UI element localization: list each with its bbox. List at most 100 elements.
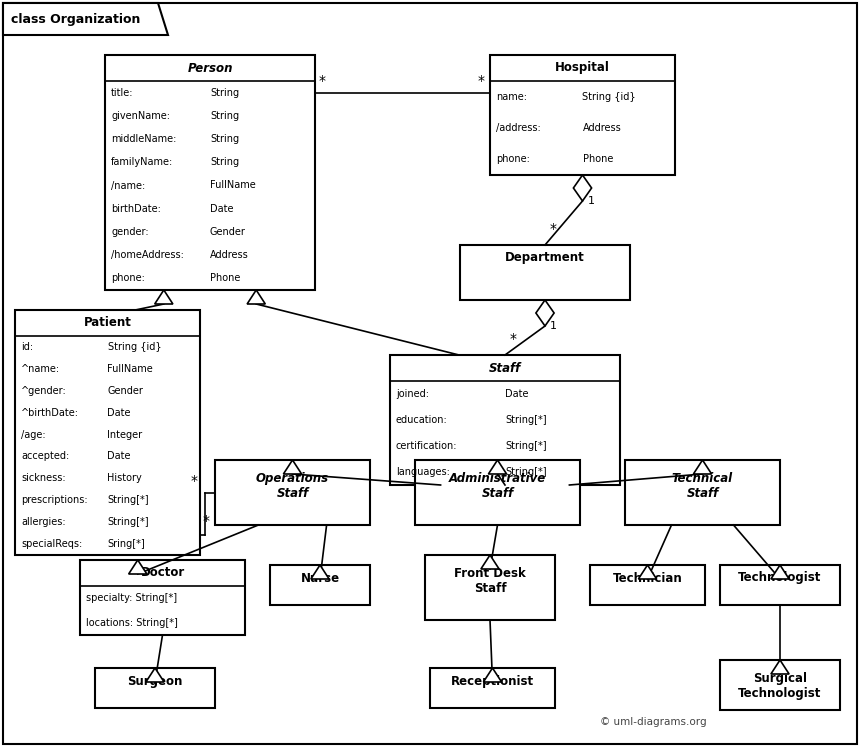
- Text: Front Desk
Staff: Front Desk Staff: [454, 567, 525, 595]
- Text: Integer: Integer: [108, 430, 143, 439]
- Bar: [425, 555, 555, 620]
- Polygon shape: [155, 290, 173, 304]
- Text: accepted:: accepted:: [21, 451, 70, 462]
- Polygon shape: [129, 560, 147, 574]
- Text: allergies:: allergies:: [21, 517, 65, 527]
- Bar: [490, 55, 675, 175]
- Bar: [80, 560, 245, 635]
- Text: Person: Person: [187, 61, 233, 75]
- Text: middleName:: middleName:: [111, 134, 176, 144]
- Bar: [720, 660, 840, 710]
- Text: History: History: [108, 474, 142, 483]
- Text: String[*]: String[*]: [505, 415, 547, 425]
- Text: Sring[*]: Sring[*]: [108, 539, 145, 549]
- Text: Surgeon: Surgeon: [127, 675, 182, 687]
- Polygon shape: [488, 460, 507, 474]
- Text: String {id}: String {id}: [108, 342, 161, 352]
- Bar: [95, 668, 215, 708]
- Text: Operations
Staff: Operations Staff: [256, 472, 329, 500]
- Text: ^name:: ^name:: [21, 364, 60, 374]
- Bar: [390, 355, 620, 485]
- Text: String[*]: String[*]: [108, 517, 149, 527]
- Text: Phone: Phone: [210, 273, 241, 283]
- Polygon shape: [146, 668, 164, 682]
- Text: gender:: gender:: [111, 227, 149, 237]
- Text: Administrative
Staff: Administrative Staff: [449, 472, 546, 500]
- Text: birthDate:: birthDate:: [111, 204, 161, 214]
- Text: *: *: [319, 74, 326, 88]
- Text: title:: title:: [111, 87, 133, 98]
- Bar: [720, 565, 840, 605]
- Text: prescriptions:: prescriptions:: [21, 495, 88, 505]
- Bar: [15, 310, 200, 555]
- Text: Technical
Staff: Technical Staff: [672, 472, 733, 500]
- Text: phone:: phone:: [496, 155, 530, 164]
- Text: Gender: Gender: [210, 227, 246, 237]
- Text: FullName: FullName: [108, 364, 153, 374]
- Text: locations: String[*]: locations: String[*]: [86, 618, 178, 627]
- Text: /homeAddress:: /homeAddress:: [111, 250, 184, 260]
- Text: String: String: [210, 134, 239, 144]
- Text: Hospital: Hospital: [555, 61, 610, 75]
- Text: /name:: /name:: [111, 181, 145, 190]
- Text: *: *: [203, 514, 210, 528]
- Text: Doctor: Doctor: [140, 566, 185, 580]
- Text: phone:: phone:: [111, 273, 144, 283]
- Text: languages:: languages:: [396, 467, 450, 477]
- Text: joined:: joined:: [396, 389, 429, 399]
- Polygon shape: [284, 460, 302, 474]
- Text: String[*]: String[*]: [108, 495, 149, 505]
- Text: Technician: Technician: [612, 571, 682, 584]
- Text: Receptionist: Receptionist: [451, 675, 534, 687]
- Text: Date: Date: [505, 389, 529, 399]
- Text: education:: education:: [396, 415, 448, 425]
- Text: ^gender:: ^gender:: [21, 385, 67, 396]
- Text: String[*]: String[*]: [505, 441, 547, 451]
- Bar: [590, 565, 705, 605]
- Text: *: *: [550, 222, 557, 236]
- Text: 1: 1: [587, 196, 594, 206]
- Text: FullName: FullName: [210, 181, 255, 190]
- Text: *: *: [510, 332, 517, 346]
- Polygon shape: [771, 660, 789, 674]
- Text: givenName:: givenName:: [111, 111, 170, 121]
- Text: String[*]: String[*]: [505, 467, 547, 477]
- Polygon shape: [481, 555, 499, 569]
- Text: /address:: /address:: [496, 123, 541, 133]
- Bar: [415, 460, 580, 525]
- Text: String: String: [210, 87, 239, 98]
- Text: name:: name:: [496, 92, 527, 102]
- Polygon shape: [311, 565, 329, 579]
- Text: *: *: [478, 74, 485, 88]
- Text: familyName:: familyName:: [111, 158, 173, 167]
- Text: String {id}: String {id}: [582, 92, 636, 102]
- Bar: [430, 668, 555, 708]
- Text: © uml-diagrams.org: © uml-diagrams.org: [600, 717, 707, 727]
- Text: Address: Address: [210, 250, 249, 260]
- Text: String: String: [210, 158, 239, 167]
- Text: Staff: Staff: [488, 362, 521, 374]
- Text: sickness:: sickness:: [21, 474, 65, 483]
- Text: Date: Date: [108, 408, 131, 418]
- Text: Patient: Patient: [83, 317, 132, 329]
- Text: Date: Date: [210, 204, 234, 214]
- Polygon shape: [247, 290, 265, 304]
- Text: *: *: [191, 474, 198, 488]
- Polygon shape: [638, 565, 656, 579]
- Polygon shape: [536, 300, 554, 326]
- Text: Surgical
Technologist: Surgical Technologist: [739, 672, 821, 700]
- Bar: [270, 565, 370, 605]
- Text: specialReqs:: specialReqs:: [21, 539, 83, 549]
- Bar: [625, 460, 780, 525]
- Text: /age:: /age:: [21, 430, 46, 439]
- Text: Date: Date: [108, 451, 131, 462]
- Text: Address: Address: [582, 123, 621, 133]
- Text: Department: Department: [505, 252, 585, 264]
- Bar: [105, 55, 315, 290]
- Polygon shape: [771, 565, 789, 579]
- Text: 1: 1: [550, 321, 557, 331]
- Bar: [460, 245, 630, 300]
- Text: specialty: String[*]: specialty: String[*]: [86, 593, 177, 604]
- Text: class Organization: class Organization: [11, 13, 140, 25]
- Text: String: String: [210, 111, 239, 121]
